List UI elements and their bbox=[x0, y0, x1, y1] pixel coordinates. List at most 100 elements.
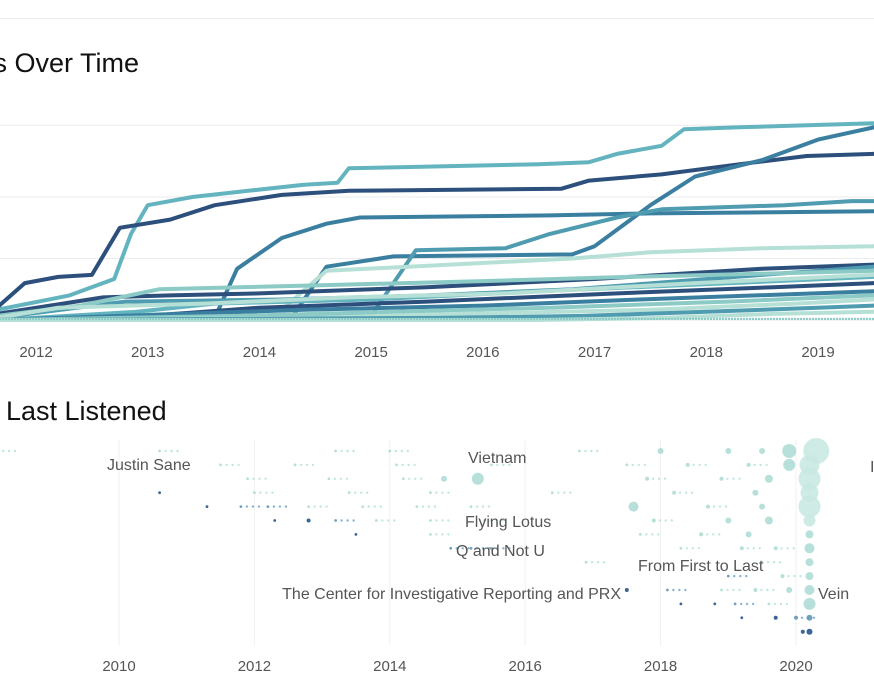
baseline-dot bbox=[55, 317, 59, 321]
baseline-dot bbox=[25, 317, 29, 321]
baseline-dot bbox=[22, 317, 26, 321]
scatter-point bbox=[490, 546, 493, 550]
baseline-dot bbox=[862, 317, 866, 321]
baseline-dot bbox=[265, 317, 269, 321]
scatter-point bbox=[502, 463, 505, 467]
baseline-dot bbox=[811, 317, 815, 321]
baseline-dot bbox=[379, 317, 383, 321]
scatter-point bbox=[658, 519, 661, 522]
scatter-point bbox=[387, 519, 390, 522]
baseline-dot bbox=[805, 317, 809, 321]
baseline-dot bbox=[775, 317, 779, 321]
baseline-dot bbox=[406, 317, 410, 321]
baseline-dot bbox=[649, 317, 653, 321]
scatter-point bbox=[806, 614, 813, 621]
chart-title-bottom: Last Listened bbox=[6, 396, 167, 426]
scatter-point bbox=[340, 519, 343, 522]
baseline-dot bbox=[145, 317, 149, 321]
baseline-dot bbox=[85, 317, 89, 321]
baseline-dot bbox=[61, 317, 65, 321]
baseline-dot bbox=[124, 317, 128, 321]
scatter-point bbox=[712, 505, 716, 508]
baseline-dot bbox=[850, 317, 854, 321]
baseline-dot bbox=[301, 317, 305, 321]
baseline-dot bbox=[550, 317, 554, 321]
baseline-dot bbox=[7, 317, 11, 321]
scatter-point bbox=[739, 602, 743, 606]
scatter-point bbox=[733, 602, 737, 606]
baseline-dot bbox=[703, 317, 707, 321]
baseline-dot bbox=[220, 317, 224, 321]
baseline-dot bbox=[481, 317, 485, 321]
scatter-point bbox=[584, 449, 587, 453]
baseline-dot bbox=[238, 317, 242, 321]
baseline-dot bbox=[451, 317, 455, 321]
scatter-point bbox=[508, 463, 511, 467]
baseline-dot bbox=[184, 317, 188, 321]
scatter-point bbox=[327, 477, 331, 481]
scatter-point bbox=[489, 519, 492, 522]
scatter-point bbox=[643, 463, 646, 467]
scatter-point bbox=[259, 491, 262, 494]
scatter-point bbox=[1, 449, 5, 453]
scatter-point bbox=[366, 491, 369, 494]
baseline-dot bbox=[685, 317, 689, 321]
baseline-dot bbox=[58, 317, 62, 321]
scatter-point bbox=[441, 533, 444, 536]
scatter-point bbox=[803, 514, 816, 527]
baseline-dot bbox=[859, 317, 863, 321]
baseline-dot bbox=[586, 317, 590, 321]
baseline-dot bbox=[136, 317, 140, 321]
baseline-dot bbox=[46, 317, 50, 321]
scatter-point bbox=[724, 505, 728, 508]
baseline-dot bbox=[646, 317, 650, 321]
scatter-point bbox=[284, 505, 288, 508]
baseline-dot bbox=[733, 317, 737, 321]
scatter-point bbox=[346, 449, 349, 453]
scatter-point bbox=[773, 615, 778, 620]
baseline-dot bbox=[640, 317, 644, 321]
baseline-dot bbox=[793, 317, 797, 321]
scatter-point bbox=[745, 574, 748, 578]
baseline-dot bbox=[583, 317, 587, 321]
baseline-dot bbox=[475, 317, 479, 321]
scatter-point bbox=[271, 491, 274, 494]
baseline-dot bbox=[256, 317, 260, 321]
scatter-point bbox=[475, 505, 479, 508]
scatter-point bbox=[765, 463, 768, 467]
scatter-point bbox=[354, 491, 357, 494]
scatter-point bbox=[435, 491, 438, 494]
scatter-point bbox=[657, 533, 660, 536]
scatter-point bbox=[783, 458, 796, 471]
scatter-point bbox=[800, 629, 805, 634]
baseline-dot bbox=[499, 317, 503, 321]
scatter-point bbox=[394, 449, 397, 453]
baseline-dot bbox=[754, 317, 758, 321]
scatter-point bbox=[367, 505, 370, 508]
baseline-dot bbox=[514, 317, 518, 321]
baseline-dot bbox=[331, 317, 335, 321]
scatter-point bbox=[319, 505, 322, 508]
baseline-dot bbox=[376, 317, 380, 321]
scatter-point bbox=[746, 462, 751, 467]
baseline-dot bbox=[109, 317, 113, 321]
baseline-dot bbox=[130, 317, 134, 321]
baseline-dot bbox=[730, 317, 734, 321]
scatter-point bbox=[408, 477, 411, 480]
scatter-point bbox=[550, 491, 554, 495]
baseline-dot bbox=[352, 317, 356, 321]
baseline-dot bbox=[544, 317, 548, 321]
baseline-dot bbox=[658, 317, 662, 321]
baseline-dot bbox=[175, 317, 179, 321]
baseline-dot bbox=[865, 317, 869, 321]
baseline-dot bbox=[43, 317, 47, 321]
baseline-dot bbox=[271, 317, 275, 321]
baseline-dot bbox=[460, 317, 464, 321]
scatter-point bbox=[347, 491, 351, 495]
scatter-point bbox=[684, 491, 688, 494]
scatter-point bbox=[782, 444, 797, 458]
scatter-point bbox=[361, 505, 365, 508]
baseline-dot bbox=[796, 317, 800, 321]
baseline-dot bbox=[655, 317, 659, 321]
